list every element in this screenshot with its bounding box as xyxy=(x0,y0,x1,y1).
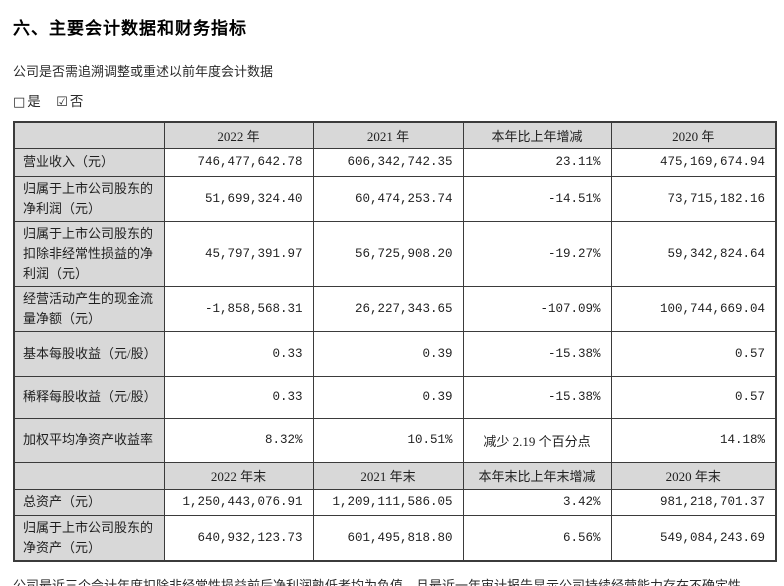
value-2021: 26,227,343.65 xyxy=(312,285,464,332)
value-2022: 0.33 xyxy=(163,330,314,377)
table-row-net-assets: 归属于上市公司股东的净资产（元） 640,932,123.73 601,495,… xyxy=(13,514,777,561)
value-2020: 14.18% xyxy=(610,417,777,463)
value-2020: 475,169,674.94 xyxy=(610,147,777,177)
value-change: 6.56% xyxy=(462,514,612,561)
value-2020: 0.57 xyxy=(610,375,777,419)
header-yearend-change: 本年末比上年末增减 xyxy=(462,461,612,490)
header-yoy-change: 本年比上年增减 xyxy=(462,121,612,149)
value-change: -107.09% xyxy=(462,285,612,332)
value-2022: 1,250,443,076.91 xyxy=(163,488,314,516)
value-2020: 59,342,824.64 xyxy=(610,220,777,287)
table-row-operating-cash-flow: 经营活动产生的现金流量净额（元） -1,858,568.31 26,227,34… xyxy=(13,285,777,332)
checkbox-yes[interactable]: □ 是 xyxy=(13,94,41,110)
header-2022: 2022 年 xyxy=(163,121,314,149)
restatement-options: □ 是 ☑ 否 xyxy=(13,90,775,110)
row-label: 经营活动产生的现金流量净额（元） xyxy=(13,285,165,332)
checkbox-unchecked-icon: □ xyxy=(13,95,26,110)
annual-header-row: 2022 年 2021 年 本年比上年增减 2020 年 xyxy=(13,121,777,149)
value-2021: 606,342,742.35 xyxy=(312,147,464,177)
table-row-total-assets: 总资产（元） 1,250,443,076.91 1,209,111,586.05… xyxy=(13,488,777,516)
table-row-net-profit-excl-nonrecurring: 归属于上市公司股东的扣除非经常性损益的净利润（元） 45,797,391.97 … xyxy=(13,220,777,287)
value-2020: 100,744,669.04 xyxy=(610,285,777,332)
row-label: 基本每股收益（元/股） xyxy=(13,330,165,377)
row-label: 稀释每股收益（元/股） xyxy=(13,375,165,419)
checkbox-checked-icon: ☑ xyxy=(56,95,68,110)
value-2021: 10.51% xyxy=(312,417,464,463)
value-2021: 60,474,253.74 xyxy=(312,175,464,222)
value-2022: 51,699,324.40 xyxy=(163,175,314,222)
value-2020: 981,218,701.37 xyxy=(610,488,777,516)
header-2021-end: 2021 年末 xyxy=(312,461,464,490)
value-2021: 601,495,818.80 xyxy=(312,514,464,561)
table-row-weighted-avg-roe: 加权平均净资产收益率 8.32% 10.51% 减少 2.19 个百分点 14.… xyxy=(13,417,777,463)
checkbox-no[interactable]: ☑ 否 xyxy=(56,94,84,110)
row-label: 总资产（元） xyxy=(13,488,165,516)
yearend-header-row: 2022 年末 2021 年末 本年末比上年末增减 2020 年末 xyxy=(13,461,777,490)
row-label: 归属于上市公司股东的净资产（元） xyxy=(13,514,165,561)
value-2021: 0.39 xyxy=(312,330,464,377)
value-2020: 549,084,243.69 xyxy=(610,514,777,561)
value-change: -15.38% xyxy=(462,375,612,419)
value-change: 减少 2.19 个百分点 xyxy=(462,417,612,463)
value-2020: 0.57 xyxy=(610,330,777,377)
value-2022: 746,477,642.78 xyxy=(163,147,314,177)
value-2021: 56,725,908.20 xyxy=(312,220,464,287)
value-change: -14.51% xyxy=(462,175,612,222)
value-2022: -1,858,568.31 xyxy=(163,285,314,332)
table-row-basic-eps: 基本每股收益（元/股） 0.33 0.39 -15.38% 0.57 xyxy=(13,330,777,377)
value-change: 3.42% xyxy=(462,488,612,516)
table-row-diluted-eps: 稀释每股收益（元/股） 0.33 0.39 -15.38% 0.57 xyxy=(13,375,777,419)
table-row-net-profit: 归属于上市公司股东的净利润（元） 51,699,324.40 60,474,25… xyxy=(13,175,777,222)
header-2020: 2020 年 xyxy=(610,121,777,149)
value-2022: 45,797,391.97 xyxy=(163,220,314,287)
value-2022: 0.33 xyxy=(163,375,314,419)
checkbox-no-label: 否 xyxy=(69,94,84,109)
value-change: -19.27% xyxy=(462,220,612,287)
value-2021: 0.39 xyxy=(312,375,464,419)
value-2022: 640,932,123.73 xyxy=(163,514,314,561)
restatement-question: 公司是否需追溯调整或重述以前年度会计数据 xyxy=(13,64,274,79)
value-2020: 73,715,182.16 xyxy=(610,175,777,222)
row-label: 营业收入（元） xyxy=(13,147,165,177)
value-2022: 8.32% xyxy=(163,417,314,463)
table-row-revenue: 营业收入（元） 746,477,642.78 606,342,742.35 23… xyxy=(13,147,777,177)
header-2022-end: 2022 年末 xyxy=(163,461,314,490)
value-change: 23.11% xyxy=(462,147,612,177)
value-change: -15.38% xyxy=(462,330,612,377)
header-2021: 2021 年 xyxy=(312,121,464,149)
section-title: 六、主要会计数据和财务指标 xyxy=(13,19,247,38)
header-2020-end: 2020 年末 xyxy=(610,461,777,490)
financial-indicators-table: 2022 年 2021 年 本年比上年增减 2020 年 营业收入（元） 746… xyxy=(13,121,777,562)
row-label: 归属于上市公司股东的扣除非经常性损益的净利润（元） xyxy=(13,220,165,287)
header-blank-cell xyxy=(13,121,165,149)
going-concern-note: 公司最近三个会计年度扣除非经常性损益前后净利润孰低者均为负值，且最近一年审计报告… xyxy=(13,577,742,586)
row-label: 归属于上市公司股东的净利润（元） xyxy=(13,175,165,222)
row-label: 加权平均净资产收益率 xyxy=(13,417,165,463)
checkbox-yes-label: 是 xyxy=(27,94,41,109)
header-blank-cell xyxy=(13,461,165,490)
value-2021: 1,209,111,586.05 xyxy=(312,488,464,516)
